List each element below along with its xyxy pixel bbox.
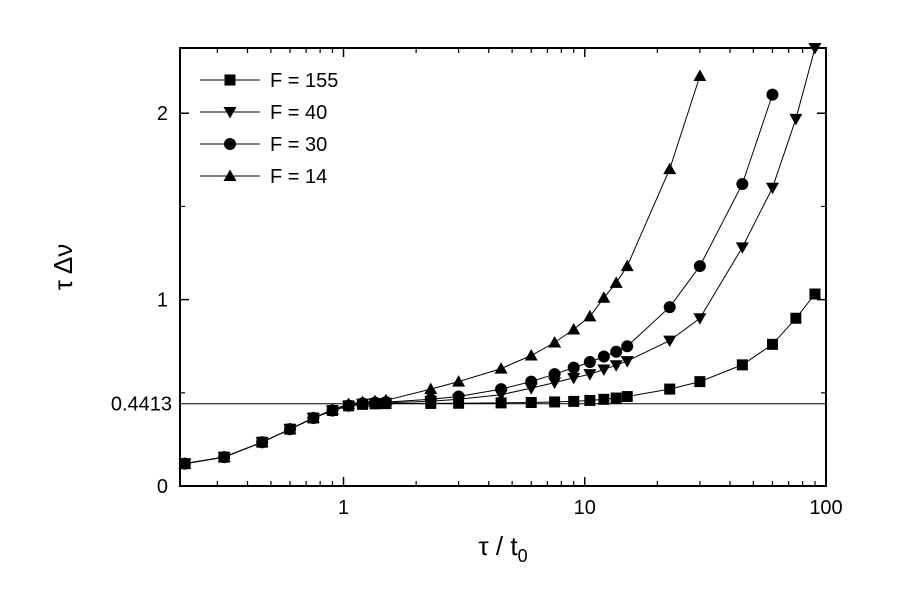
data-point xyxy=(664,383,676,395)
series-3 xyxy=(178,88,779,470)
data-point xyxy=(548,335,562,348)
data-point xyxy=(525,375,538,388)
data-point xyxy=(549,396,561,408)
legend-item: F = 40 xyxy=(200,102,327,124)
data-point xyxy=(356,395,370,408)
data-point xyxy=(178,457,192,469)
data-point xyxy=(693,69,707,81)
data-point xyxy=(568,395,580,407)
legend-marker xyxy=(224,138,236,150)
data-point xyxy=(283,422,297,435)
data-point xyxy=(809,288,821,300)
data-point xyxy=(663,162,677,175)
legend: F = 155 F = 40 F = 30 F = 14 xyxy=(200,70,338,188)
y-tick-label: 2 xyxy=(157,103,168,125)
data-point xyxy=(694,376,706,388)
data-point xyxy=(736,178,749,191)
series-lines xyxy=(178,43,822,471)
legend-label: F = 30 xyxy=(270,134,327,156)
series-line xyxy=(184,75,701,465)
legend-label: F = 40 xyxy=(270,102,327,124)
series-line xyxy=(184,293,816,465)
data-point xyxy=(495,397,507,409)
data-point xyxy=(452,375,466,387)
legend-marker xyxy=(224,74,236,86)
legend-item: F = 30 xyxy=(200,134,327,156)
data-point xyxy=(597,350,610,363)
legend-label: F = 14 xyxy=(270,166,327,188)
x-tick-label: 1 xyxy=(338,497,349,519)
x-tick-label: 100 xyxy=(809,497,842,519)
data-point xyxy=(583,309,597,322)
plot-frame xyxy=(179,47,827,487)
x-axis-title-main: τ / t xyxy=(478,531,518,561)
data-point xyxy=(342,397,356,409)
data-point xyxy=(548,368,561,381)
data-point xyxy=(789,113,803,126)
data-point xyxy=(306,411,320,423)
data-point xyxy=(567,372,581,385)
data-point xyxy=(567,322,581,335)
data-point xyxy=(598,393,610,405)
y-tick-label: 1 xyxy=(157,290,168,312)
data-point xyxy=(255,435,269,448)
data-point xyxy=(609,276,623,288)
data-point xyxy=(693,313,707,325)
data-point xyxy=(609,360,623,372)
data-point xyxy=(494,362,508,374)
series-1 xyxy=(179,288,821,470)
x-axis-title-subscript: 0 xyxy=(518,546,528,566)
data-point xyxy=(621,340,634,353)
series-4 xyxy=(178,69,707,469)
data-point xyxy=(597,291,611,303)
data-point xyxy=(583,356,596,369)
data-point xyxy=(424,393,437,406)
data-point xyxy=(735,242,749,254)
y-tick-label: 0 xyxy=(157,476,168,498)
data-point xyxy=(584,394,596,406)
data-point xyxy=(524,349,538,361)
data-point xyxy=(621,391,633,403)
data-point xyxy=(424,382,438,395)
data-point xyxy=(567,361,580,374)
data-point xyxy=(368,394,382,407)
x-tick-label: 10 xyxy=(574,497,596,519)
data-point xyxy=(620,259,634,272)
legend-marker xyxy=(223,169,237,181)
x-axis-title: τ / t0 xyxy=(478,531,527,566)
data-point xyxy=(495,383,508,396)
data-point xyxy=(597,364,611,377)
data-point xyxy=(736,359,748,371)
data-point xyxy=(548,377,562,390)
data-point xyxy=(379,393,393,406)
reference-line-group: 0.4413 xyxy=(111,394,826,416)
data-point xyxy=(663,335,677,348)
y-axis-title: τ Δν xyxy=(48,244,78,290)
data-point xyxy=(766,88,779,101)
data-point xyxy=(610,392,622,404)
legend-label: F = 155 xyxy=(270,70,338,92)
legend-marker xyxy=(223,107,237,119)
data-point xyxy=(765,182,779,195)
data-point xyxy=(452,390,465,403)
data-point xyxy=(325,403,339,415)
data-point xyxy=(610,345,623,358)
data-point xyxy=(693,260,706,273)
data-point xyxy=(620,356,634,368)
data-point xyxy=(217,450,231,463)
data-point xyxy=(790,312,802,324)
data-point xyxy=(583,369,597,381)
reference-line-label: 0.4413 xyxy=(111,394,172,416)
data-point xyxy=(766,338,778,350)
data-point xyxy=(525,397,537,409)
data-point xyxy=(663,301,676,314)
legend-item: F = 155 xyxy=(200,70,338,92)
legend-item: F = 14 xyxy=(200,166,327,188)
